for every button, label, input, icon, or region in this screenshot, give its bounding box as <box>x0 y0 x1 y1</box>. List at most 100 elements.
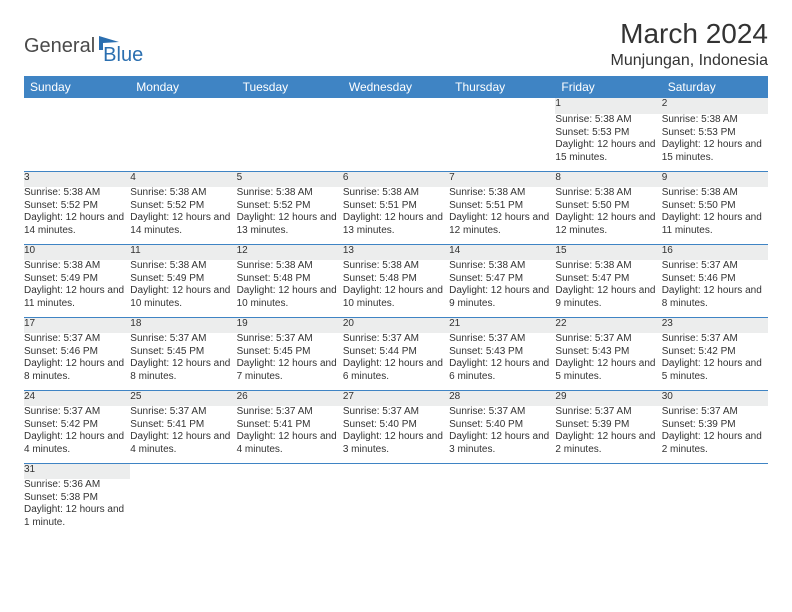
day-info-cell: Sunrise: 5:37 AMSunset: 5:39 PMDaylight:… <box>555 406 661 463</box>
day-info-cell: Sunrise: 5:37 AMSunset: 5:46 PMDaylight:… <box>662 260 768 317</box>
sunrise-line: Sunrise: 5:37 AM <box>662 260 768 273</box>
sunrise-line: Sunrise: 5:37 AM <box>343 406 449 419</box>
day-info-cell: Sunrise: 5:38 AMSunset: 5:53 PMDaylight:… <box>555 114 661 171</box>
day-number-cell: 18 <box>130 317 236 333</box>
day-info-cell: Sunrise: 5:38 AMSunset: 5:47 PMDaylight:… <box>449 260 555 317</box>
day-number-cell <box>237 98 343 114</box>
day-number-row: 10111213141516 <box>24 244 768 260</box>
sunrise-line: Sunrise: 5:37 AM <box>130 333 236 346</box>
sunset-line: Sunset: 5:49 PM <box>24 273 130 286</box>
daylight-line: Daylight: 12 hours and 15 minutes. <box>555 139 661 164</box>
sunset-line: Sunset: 5:45 PM <box>237 346 343 359</box>
daylight-line: Daylight: 12 hours and 3 minutes. <box>449 431 555 456</box>
sunrise-line: Sunrise: 5:38 AM <box>24 187 130 200</box>
day-info-row: Sunrise: 5:37 AMSunset: 5:42 PMDaylight:… <box>24 406 768 463</box>
day-number-cell <box>449 98 555 114</box>
sunrise-line: Sunrise: 5:37 AM <box>449 406 555 419</box>
day-info-cell: Sunrise: 5:38 AMSunset: 5:52 PMDaylight:… <box>237 187 343 244</box>
sunrise-line: Sunrise: 5:37 AM <box>237 406 343 419</box>
day-info-cell: Sunrise: 5:38 AMSunset: 5:49 PMDaylight:… <box>24 260 130 317</box>
daylight-line: Daylight: 12 hours and 2 minutes. <box>555 431 661 456</box>
day-info-cell: Sunrise: 5:37 AMSunset: 5:40 PMDaylight:… <box>343 406 449 463</box>
sunrise-line: Sunrise: 5:38 AM <box>130 260 236 273</box>
daylight-line: Daylight: 12 hours and 2 minutes. <box>662 431 768 456</box>
sunset-line: Sunset: 5:38 PM <box>24 492 130 505</box>
day-number-cell: 29 <box>555 390 661 406</box>
sunset-line: Sunset: 5:51 PM <box>343 200 449 213</box>
weekday-header: Tuesday <box>237 76 343 98</box>
weekday-header: Saturday <box>662 76 768 98</box>
sunrise-line: Sunrise: 5:38 AM <box>662 187 768 200</box>
sunrise-line: Sunrise: 5:37 AM <box>662 406 768 419</box>
day-number-cell: 16 <box>662 244 768 260</box>
day-info-cell: Sunrise: 5:38 AMSunset: 5:52 PMDaylight:… <box>130 187 236 244</box>
sunset-line: Sunset: 5:46 PM <box>662 273 768 286</box>
day-number-cell <box>130 463 236 479</box>
day-info-row: Sunrise: 5:37 AMSunset: 5:46 PMDaylight:… <box>24 333 768 390</box>
day-info-cell: Sunrise: 5:38 AMSunset: 5:51 PMDaylight:… <box>449 187 555 244</box>
sunset-line: Sunset: 5:52 PM <box>24 200 130 213</box>
day-number-cell: 13 <box>343 244 449 260</box>
day-number-cell: 4 <box>130 171 236 187</box>
day-number-cell: 17 <box>24 317 130 333</box>
day-info-cell: Sunrise: 5:38 AMSunset: 5:50 PMDaylight:… <box>555 187 661 244</box>
day-info-cell: Sunrise: 5:37 AMSunset: 5:43 PMDaylight:… <box>449 333 555 390</box>
day-number-cell <box>343 98 449 114</box>
sunset-line: Sunset: 5:42 PM <box>24 419 130 432</box>
sunrise-line: Sunrise: 5:38 AM <box>343 260 449 273</box>
day-number-cell: 28 <box>449 390 555 406</box>
daylight-line: Daylight: 12 hours and 5 minutes. <box>555 358 661 383</box>
day-number-cell: 20 <box>343 317 449 333</box>
day-number-cell <box>24 98 130 114</box>
sunset-line: Sunset: 5:39 PM <box>555 419 661 432</box>
day-number-cell: 21 <box>449 317 555 333</box>
sunset-line: Sunset: 5:47 PM <box>449 273 555 286</box>
sunset-line: Sunset: 5:48 PM <box>343 273 449 286</box>
sunset-line: Sunset: 5:47 PM <box>555 273 661 286</box>
daylight-line: Daylight: 12 hours and 14 minutes. <box>130 212 236 237</box>
day-info-cell: Sunrise: 5:37 AMSunset: 5:40 PMDaylight:… <box>449 406 555 463</box>
sunset-line: Sunset: 5:40 PM <box>343 419 449 432</box>
daylight-line: Daylight: 12 hours and 7 minutes. <box>237 358 343 383</box>
sunrise-line: Sunrise: 5:37 AM <box>662 333 768 346</box>
day-info-cell <box>343 479 449 536</box>
daylight-line: Daylight: 12 hours and 1 minute. <box>24 504 130 529</box>
day-info-cell <box>449 114 555 171</box>
day-number-cell: 7 <box>449 171 555 187</box>
day-number-cell: 27 <box>343 390 449 406</box>
day-info-cell <box>662 479 768 536</box>
sunrise-line: Sunrise: 5:37 AM <box>449 333 555 346</box>
weekday-header: Thursday <box>449 76 555 98</box>
sunset-line: Sunset: 5:43 PM <box>555 346 661 359</box>
day-info-cell: Sunrise: 5:37 AMSunset: 5:46 PMDaylight:… <box>24 333 130 390</box>
daylight-line: Daylight: 12 hours and 4 minutes. <box>130 431 236 456</box>
sunset-line: Sunset: 5:40 PM <box>449 419 555 432</box>
sunset-line: Sunset: 5:52 PM <box>237 200 343 213</box>
day-number-cell: 14 <box>449 244 555 260</box>
day-number-cell: 3 <box>24 171 130 187</box>
day-info-cell: Sunrise: 5:37 AMSunset: 5:42 PMDaylight:… <box>662 333 768 390</box>
day-number-cell: 6 <box>343 171 449 187</box>
day-number-row: 17181920212223 <box>24 317 768 333</box>
day-info-row: Sunrise: 5:38 AMSunset: 5:53 PMDaylight:… <box>24 114 768 171</box>
day-info-cell: Sunrise: 5:38 AMSunset: 5:49 PMDaylight:… <box>130 260 236 317</box>
day-number-row: 24252627282930 <box>24 390 768 406</box>
day-info-cell: Sunrise: 5:38 AMSunset: 5:47 PMDaylight:… <box>555 260 661 317</box>
day-number-cell: 22 <box>555 317 661 333</box>
daylight-line: Daylight: 12 hours and 6 minutes. <box>343 358 449 383</box>
sunrise-line: Sunrise: 5:38 AM <box>449 260 555 273</box>
day-info-cell <box>130 479 236 536</box>
sunset-line: Sunset: 5:53 PM <box>662 127 768 140</box>
daylight-line: Daylight: 12 hours and 10 minutes. <box>343 285 449 310</box>
day-info-cell <box>130 114 236 171</box>
day-info-cell: Sunrise: 5:37 AMSunset: 5:45 PMDaylight:… <box>130 333 236 390</box>
sunset-line: Sunset: 5:44 PM <box>343 346 449 359</box>
day-info-cell <box>24 114 130 171</box>
day-number-cell: 24 <box>24 390 130 406</box>
day-info-cell: Sunrise: 5:38 AMSunset: 5:52 PMDaylight:… <box>24 187 130 244</box>
day-info-cell <box>555 479 661 536</box>
day-number-cell: 25 <box>130 390 236 406</box>
daylight-line: Daylight: 12 hours and 11 minutes. <box>24 285 130 310</box>
daylight-line: Daylight: 12 hours and 13 minutes. <box>237 212 343 237</box>
day-info-cell: Sunrise: 5:37 AMSunset: 5:43 PMDaylight:… <box>555 333 661 390</box>
